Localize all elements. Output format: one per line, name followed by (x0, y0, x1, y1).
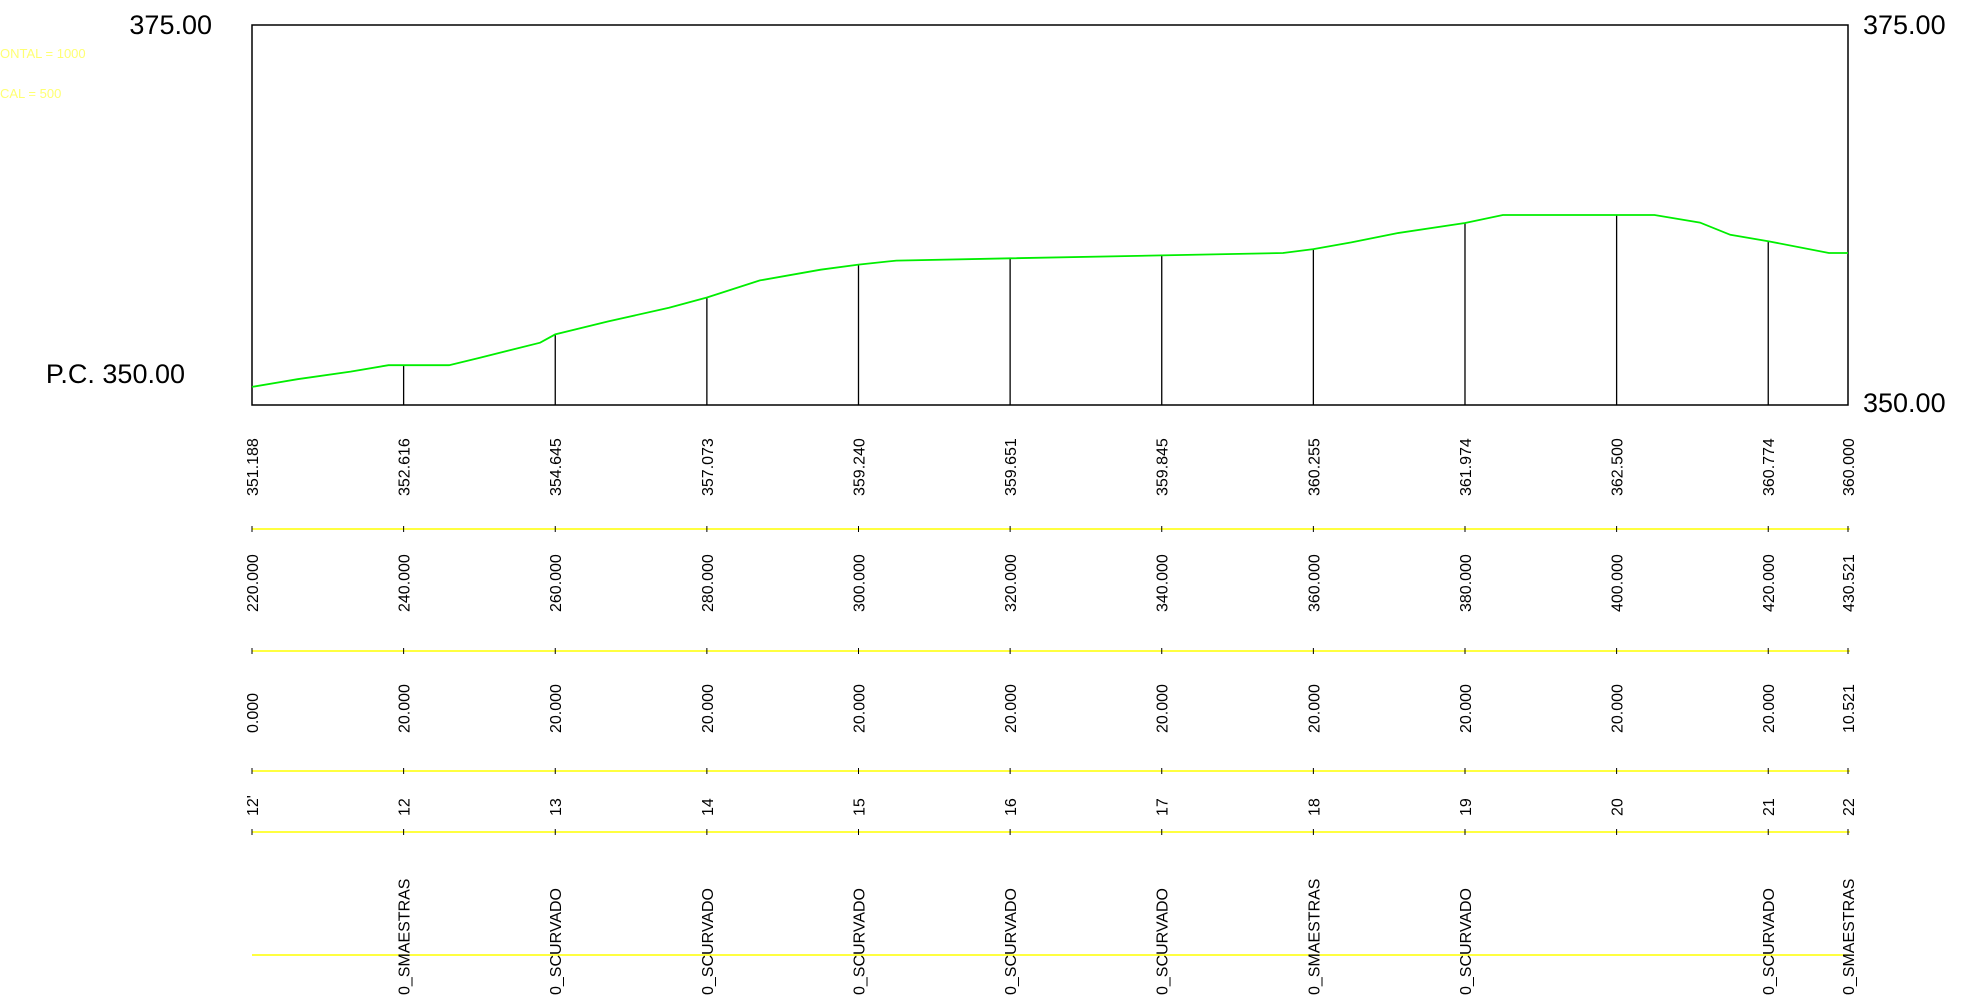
partial-distance-label: 20.000 (1003, 684, 1020, 733)
elevation-label: 351.188 (245, 438, 262, 496)
point-number-label: 22 (1841, 798, 1858, 816)
surface-code-label: 0_SCURVADO (1003, 888, 1020, 995)
point-number-label: 16 (1003, 798, 1020, 816)
stationing-label: 300.000 (852, 554, 869, 612)
left-axis-bottom-label: P.C. 350.00 (46, 359, 185, 389)
surface-code-label: 0_SCURVADO (1458, 888, 1475, 995)
partial-distance-label: 20.000 (1458, 684, 1475, 733)
plot-frame (251, 24, 1849, 406)
elevation-label: 359.845 (1155, 438, 1172, 496)
surface-code-label: 0_SCURVADO (852, 888, 869, 995)
point-number-label: 12' (245, 795, 262, 816)
partial-distance-label: 20.000 (700, 684, 717, 733)
station-label-rows: 351.188 352.616 354.645 357.073 359.240 359.6… (245, 438, 1858, 995)
partial-distance-label: 20.000 (548, 684, 565, 733)
point-number-label: 17 (1155, 798, 1172, 816)
point-number-label: 19 (1458, 798, 1475, 816)
surface-code-label: 0_SCURVADO (1761, 888, 1778, 995)
partial-distance-label: 20.000 (1761, 684, 1778, 733)
partial-distance-label: 20.000 (1306, 684, 1323, 733)
terrain-profile-line (251, 214, 1848, 388)
partial-distance-label: 10.521 (1841, 684, 1858, 733)
point-number-label: 21 (1761, 798, 1778, 816)
partial-distance-label: 20.000 (852, 684, 869, 733)
elevation-label: 357.073 (700, 438, 717, 496)
partial-distance-label: 0.000 (245, 693, 262, 733)
stationing-label: 240.000 (397, 554, 414, 612)
point-number-label: 15 (852, 798, 869, 816)
stationing-label: 340.000 (1155, 554, 1172, 612)
surface-code-label: 0_SMAESTRAS (397, 879, 414, 995)
stationing-label: 260.000 (548, 554, 565, 612)
stationing-label: 220.000 (245, 554, 262, 612)
partial-distance-label: 20.000 (1155, 684, 1172, 733)
elevation-label: 360.255 (1306, 438, 1323, 496)
stationing-label: 360.000 (1306, 554, 1323, 612)
guide-lines (252, 528, 1850, 956)
elevation-label: 352.616 (397, 438, 414, 496)
elevation-label: 354.645 (548, 438, 565, 496)
surface-code-label: 0_SMAESTRAS (1306, 879, 1323, 995)
elevation-label: 359.651 (1003, 438, 1020, 496)
point-number-label: 14 (700, 798, 717, 816)
point-number-label: 20 (1610, 798, 1627, 816)
point-number-label: 18 (1306, 798, 1323, 816)
surface-code-label: 0_SCURVADO (548, 888, 565, 995)
surface-code-label: 0_SMAESTRAS (1841, 879, 1858, 995)
stationing-label: 420.000 (1761, 554, 1778, 612)
stationing-label: 400.000 (1610, 554, 1627, 612)
partial-distance-label: 20.000 (1610, 684, 1627, 733)
stationing-label: 380.000 (1458, 554, 1475, 612)
right-axis-top-label: 375.00 (1863, 10, 1946, 40)
elevation-label: 360.000 (1841, 438, 1858, 496)
left-axis-top-label: 375.00 (129, 10, 212, 40)
elevation-label: 360.774 (1761, 438, 1778, 496)
legend-faint-line-1: ONTAL = 1000 (0, 46, 86, 61)
right-axis-bottom-label: 350.00 (1863, 388, 1946, 418)
partial-distance-label: 20.000 (397, 684, 414, 733)
stationing-label: 430.521 (1841, 554, 1858, 612)
surface-code-label: 0_SCURVADO (700, 888, 717, 995)
point-number-label: 12 (397, 798, 414, 816)
elevation-label: 361.974 (1458, 438, 1475, 496)
surface-code-label: 0_SCURVADO (1155, 888, 1172, 995)
elevation-label: 359.240 (852, 438, 869, 496)
legend-faint-line-2: CAL = 500 (0, 86, 61, 101)
stationing-label: 320.000 (1003, 554, 1020, 612)
point-number-label: 13 (548, 798, 565, 816)
stationing-label: 280.000 (700, 554, 717, 612)
ordinate-lines (402, 215, 1769, 405)
elevation-label: 362.500 (1610, 438, 1627, 496)
